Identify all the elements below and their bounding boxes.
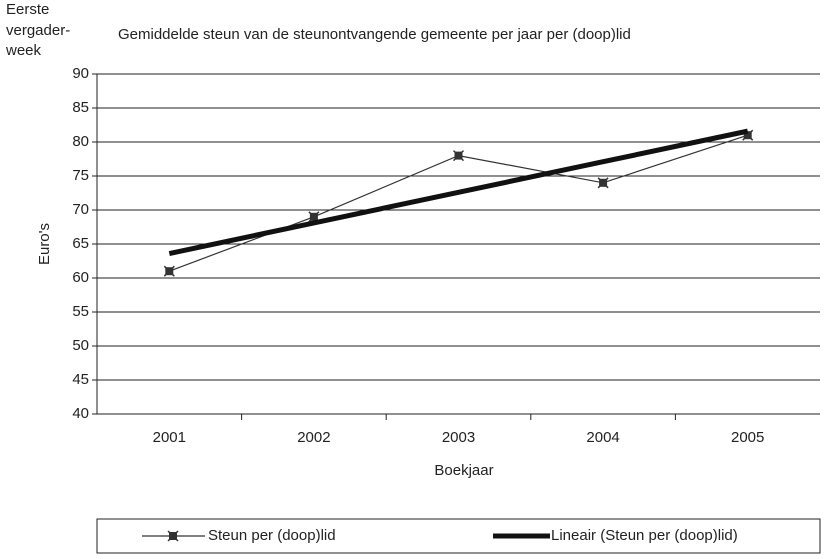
annotation: vergader-: [6, 22, 70, 39]
y-tick-label: 45: [72, 371, 89, 388]
x-tick-label: 2001: [153, 429, 186, 446]
marker: [452, 150, 465, 162]
marker: [163, 265, 175, 277]
marker: [167, 530, 179, 542]
x-axis-label: Boekjaar: [434, 462, 493, 479]
annotation: week: [5, 42, 42, 59]
x-tick-label: 2003: [442, 429, 475, 446]
x-tick-label: 2005: [731, 429, 764, 446]
y-tick-label: 65: [72, 235, 89, 252]
marker: [597, 177, 609, 189]
y-axis-label: Euro's: [36, 223, 53, 265]
y-tick-label: 50: [72, 337, 89, 354]
y-tick-label: 75: [72, 167, 89, 184]
chart-title: Gemiddelde steun van de steunontvangende…: [118, 26, 631, 43]
y-tick-label: 80: [72, 133, 89, 150]
legend-box: [96, 518, 821, 554]
legend-label: Lineair (Steun per (doop)lid): [551, 527, 738, 544]
y-tick-label: 85: [72, 99, 89, 116]
annotation: Eerste: [6, 1, 49, 18]
y-tick-label: 40: [72, 405, 89, 422]
legend-label: Steun per (doop)lid: [208, 527, 336, 544]
x-tick-label: 2002: [297, 429, 330, 446]
trend-line: [168, 128, 749, 256]
y-tick-label: 70: [72, 201, 89, 218]
y-tick-label: 55: [72, 303, 89, 320]
x-tick-label: 2004: [586, 429, 619, 446]
y-tick-label: 60: [72, 269, 89, 286]
y-tick-label: 90: [72, 65, 89, 82]
